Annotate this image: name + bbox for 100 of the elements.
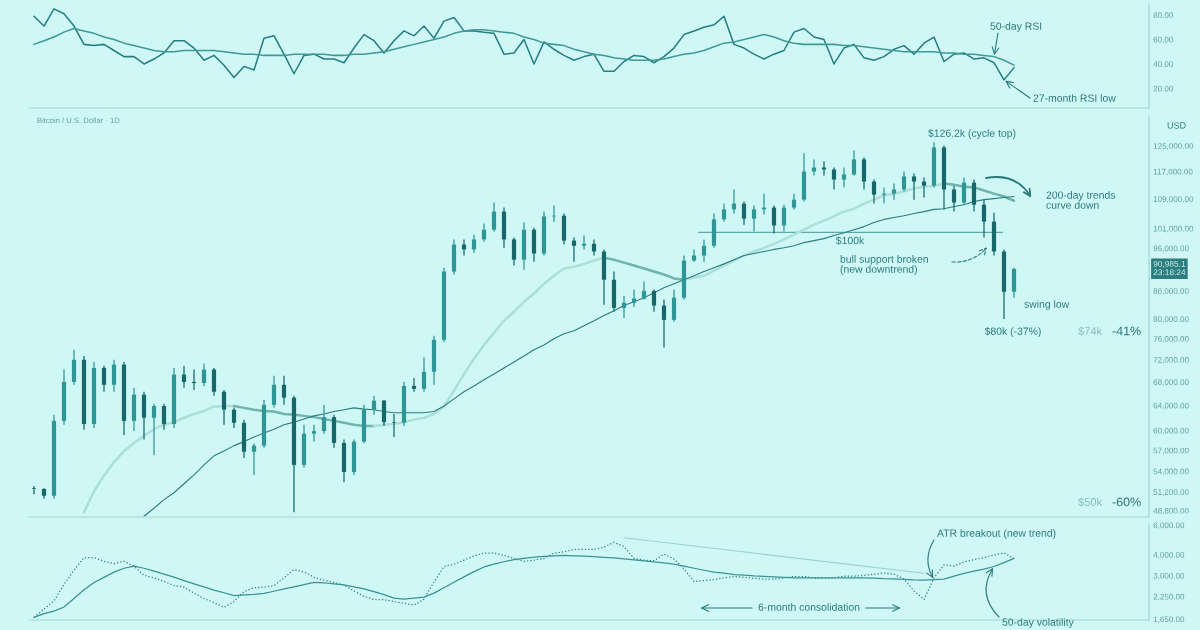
candlestick <box>981 199 987 239</box>
y-tick-label: 48,800.00 <box>1153 507 1189 515</box>
candlestick <box>221 389 227 426</box>
y-tick-label: 2,250.00 <box>1153 593 1185 601</box>
candlestick <box>911 172 917 201</box>
annotation: ATR breakout (new trend) <box>937 529 1056 539</box>
y-tick-label: 117,000.00 <box>1153 168 1193 176</box>
candlestick <box>311 424 317 443</box>
candlestick <box>851 149 857 177</box>
candlestick <box>861 156 867 191</box>
candlestick <box>101 365 107 393</box>
annotation: 200-day trends curve down <box>1046 191 1116 209</box>
candlestick <box>321 404 327 435</box>
annotation: -60% <box>1112 497 1141 507</box>
annotation: $80k (-37%) <box>984 327 1041 337</box>
line-series <box>33 554 1015 618</box>
candlestick <box>901 170 907 193</box>
candlestick <box>971 178 977 213</box>
candlestick <box>151 403 157 456</box>
candlestick <box>391 413 397 438</box>
candlestick <box>781 204 787 233</box>
candlestick <box>621 295 627 319</box>
candlestick <box>701 238 707 263</box>
y-tick-label: 3,000.00 <box>1153 572 1185 580</box>
candlestick <box>951 185 957 213</box>
candlestick <box>641 280 647 301</box>
candlestick <box>891 182 897 201</box>
y-axis-title: USD <box>1167 122 1186 129</box>
y-tick-label: 40.00 <box>1153 61 1174 67</box>
y-tick-label: 51,200.00 <box>1153 489 1189 496</box>
candlestick <box>271 375 277 409</box>
candlestick <box>831 166 837 191</box>
candlestick <box>531 227 537 263</box>
candlestick <box>571 236 577 263</box>
candlestick <box>281 375 287 406</box>
candlestick <box>381 399 387 427</box>
candlestick <box>371 395 377 416</box>
candlestick <box>721 202 727 223</box>
y-tick-label: 68,000.00 <box>1153 379 1189 386</box>
candlestick <box>31 485 37 495</box>
candlestick <box>1011 267 1017 299</box>
candlestick <box>741 200 747 226</box>
candlestick <box>211 367 217 397</box>
candlestick <box>881 186 887 205</box>
candlestick <box>771 204 777 235</box>
candlestick <box>841 166 847 189</box>
y-tick-label: 109,000.00 <box>1153 196 1194 203</box>
y-tick-label: 60,000.00 <box>1153 427 1189 435</box>
candlestick <box>231 407 237 429</box>
candlestick <box>751 204 757 233</box>
ref-line-label: $100k <box>835 236 865 245</box>
candlestick <box>411 377 417 393</box>
annotation: 27-month RSI low <box>1033 94 1116 102</box>
y-tick-label: 72,000.00 <box>1153 357 1189 364</box>
candlestick <box>961 176 967 206</box>
candlestick <box>651 288 657 313</box>
y-tick-label: 64,000.00 <box>1153 402 1189 410</box>
candlestick <box>631 288 637 308</box>
candlestick <box>691 248 697 263</box>
candlestick <box>181 365 187 389</box>
y-tick-label: 125,000.00 <box>1153 143 1194 150</box>
annotation: bull support broken (new downtrend) <box>840 255 928 275</box>
y-tick-label: 60.00 <box>1153 36 1174 43</box>
annotation: swing low <box>1024 300 1070 310</box>
y-tick-label: 101,000.00 <box>1153 225 1194 233</box>
annotation: $74k <box>1078 326 1103 336</box>
candlestick <box>921 176 927 199</box>
candlestick <box>581 234 587 251</box>
candlestick <box>421 356 427 393</box>
candlestick <box>71 349 77 386</box>
y-tick-label: 86,000.00 <box>1153 288 1189 295</box>
candlestick <box>491 201 497 233</box>
candlestick <box>871 178 877 205</box>
y-tick-label: 57,000.00 <box>1153 447 1189 455</box>
text: 50-day volatility <box>1002 618 1074 628</box>
y-tick-label: 80.00 <box>1153 12 1174 19</box>
y-tick-label: 80,000.00 <box>1153 316 1189 323</box>
candlestick <box>821 160 827 177</box>
y-tick-label: 54,000.00 <box>1153 468 1189 476</box>
annotation: $126.2k (cycle top) <box>928 129 1016 139</box>
annotation: 90,985.1 23:18:24 <box>1153 260 1186 276</box>
y-tick-label: 4,000.00 <box>1153 551 1185 559</box>
candlestick <box>511 236 517 267</box>
candlestick <box>661 298 667 349</box>
y-tick-label: 96,000.00 <box>1153 245 1189 253</box>
text: 50-day RSI <box>990 22 1042 32</box>
candlestick <box>141 391 147 441</box>
candlestick <box>671 288 677 323</box>
annotation: $50k <box>1078 497 1103 507</box>
y-tick-label: 20.00 <box>1153 85 1174 92</box>
y-tick-label: 1,650.00 <box>1153 616 1185 624</box>
candlestick <box>111 359 117 393</box>
candlestick <box>201 362 207 387</box>
annotation: -41% <box>1112 326 1141 336</box>
candlestick <box>251 442 257 476</box>
candlestick <box>161 403 167 431</box>
y-tick-label: 76,000.00 <box>1153 336 1189 343</box>
y-tick-label: 6,000.00 <box>1153 522 1185 530</box>
line-series <box>33 541 1015 618</box>
annotation: 6-month consolidation <box>758 603 860 611</box>
